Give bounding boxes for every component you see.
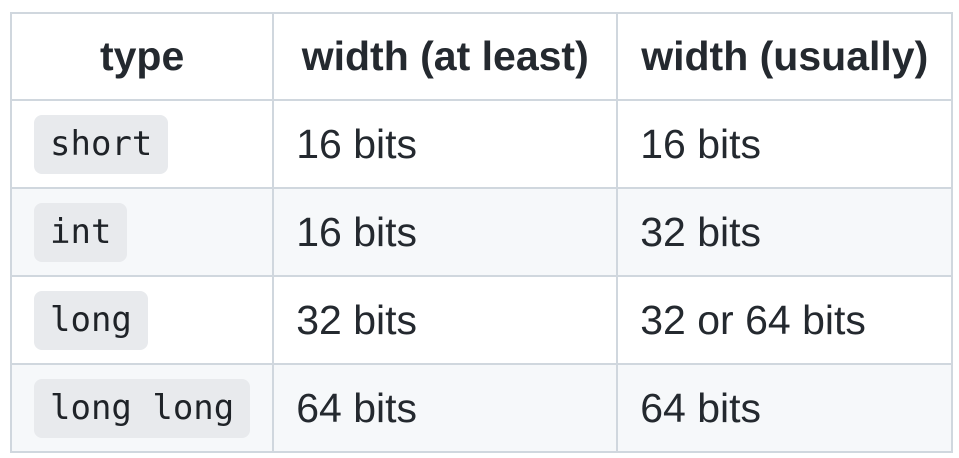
width-usually-cell: 32 bits [616, 187, 954, 277]
header-width-usually: width (usually) [616, 12, 954, 101]
type-cell: short [9, 99, 275, 189]
width-at-least-cell: 32 bits [272, 275, 619, 365]
table-row: long 32 bits 32 or 64 bits [9, 275, 954, 365]
width-at-least-cell: 16 bits [272, 99, 619, 189]
type-cell: long long [9, 363, 275, 453]
table-row: long long 64 bits 64 bits [9, 363, 954, 453]
table-header-row: type width (at least) width (usually) [9, 12, 954, 101]
type-cell: long [9, 275, 275, 365]
width-usually-cell: 16 bits [616, 99, 954, 189]
header-width-at-least: width (at least) [272, 12, 619, 101]
table-row: int 16 bits 32 bits [9, 187, 954, 277]
width-usually-cell: 32 or 64 bits [616, 275, 954, 365]
width-at-least-cell: 64 bits [272, 363, 619, 453]
integer-width-table: type width (at least) width (usually) sh… [9, 12, 954, 453]
type-cell: int [9, 187, 275, 277]
width-usually-cell: 64 bits [616, 363, 954, 453]
table-row: short 16 bits 16 bits [9, 99, 954, 189]
type-code: long [34, 290, 148, 350]
type-code: long long [34, 378, 251, 438]
width-at-least-cell: 16 bits [272, 187, 619, 277]
type-code: short [34, 114, 169, 174]
header-type: type [9, 12, 275, 101]
type-code: int [34, 202, 128, 262]
